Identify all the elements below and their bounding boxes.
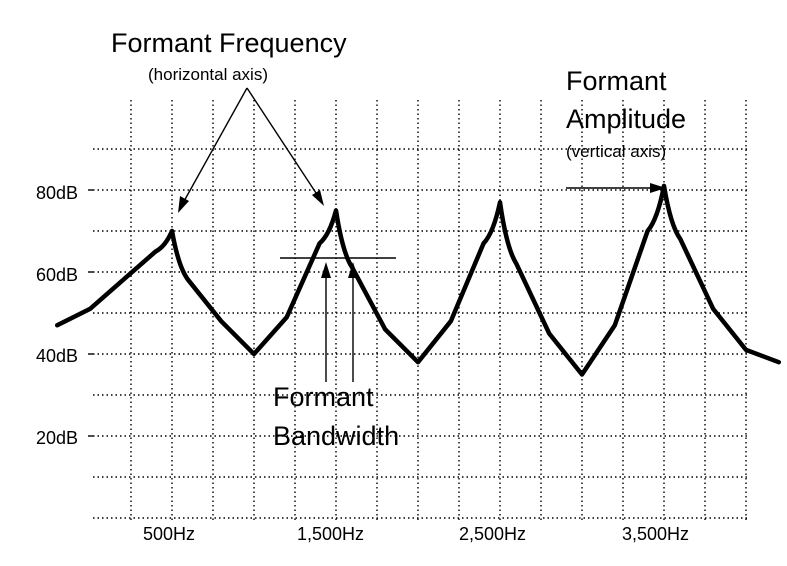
bandwidth-arrowhead-left (321, 262, 331, 278)
frequency-arrowhead-left (178, 196, 189, 213)
y-tick-40db: 40dB (36, 346, 78, 366)
y-axis-labels: 80dB 60dB 40dB 20dB (36, 183, 78, 448)
formant-frequency-label: Formant Frequency (111, 28, 347, 58)
amplitude-arrowhead (650, 183, 666, 193)
frequency-arrow-left (182, 87, 248, 204)
amplitude-arrow (566, 183, 666, 193)
x-tick-500hz: 500Hz (143, 524, 195, 544)
y-tick-60db: 60dB (36, 265, 78, 285)
x-axis-labels: 500Hz 1,500Hz 2,500Hz 3,500Hz (143, 524, 689, 544)
formant-bandwidth-label-line2: Bandwidth (273, 421, 399, 451)
y-tick-80db: 80dB (36, 183, 78, 203)
spectrum-curve (54, 183, 782, 377)
y-tick-20db: 20dB (36, 428, 78, 448)
formant-amplitude-label-line1: Formant (566, 66, 667, 96)
frequency-arrowhead-right (312, 190, 324, 206)
x-tick-1500hz: 1,500Hz (297, 524, 364, 544)
frequency-arrows (178, 87, 324, 213)
formant-amplitude-label-line2: Amplitude (566, 104, 686, 134)
formant-bandwidth-label-line1: Formant (273, 382, 374, 412)
x-tick-3500hz: 3,500Hz (622, 524, 689, 544)
bandwidth-arrows (321, 262, 358, 382)
frequency-arrow-right (246, 87, 319, 197)
x-tick-2500hz: 2,500Hz (459, 524, 526, 544)
formant-amplitude-note: (vertical axis) (566, 142, 666, 161)
grid (88, 100, 750, 520)
formant-frequency-note: (horizontal axis) (148, 65, 268, 84)
bandwidth-arrowhead-right (348, 262, 358, 278)
